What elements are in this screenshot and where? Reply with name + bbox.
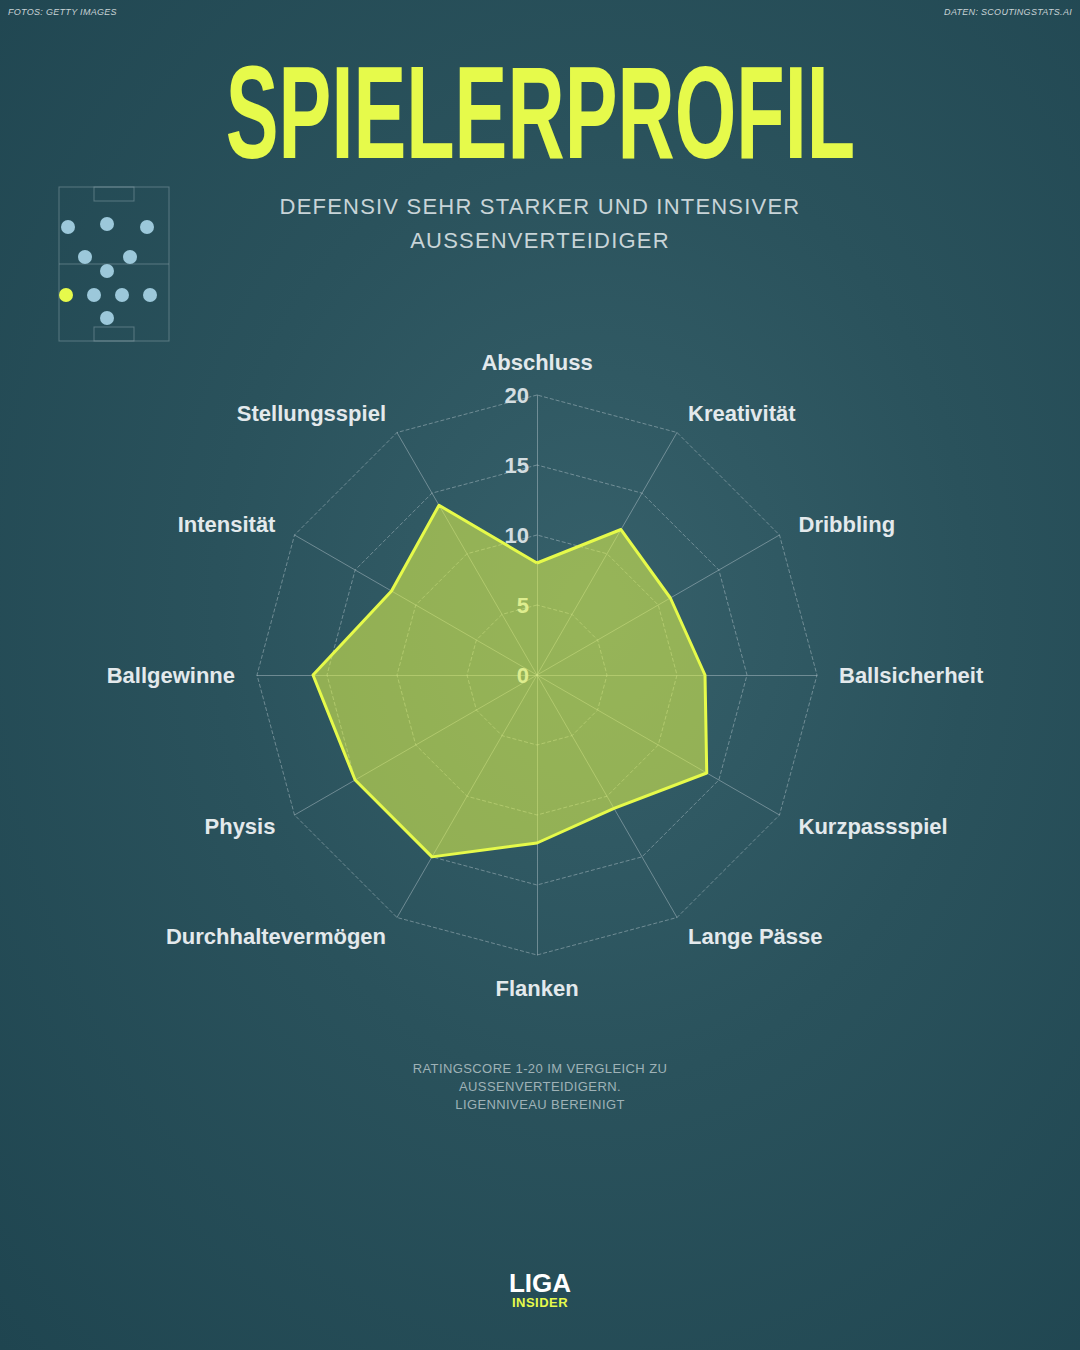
svg-text:Physis: Physis [205, 814, 276, 839]
svg-text:Lange Pässe: Lange Pässe [688, 924, 823, 949]
svg-text:Stellungsspiel: Stellungsspiel [237, 401, 386, 426]
svg-text:Dribbling: Dribbling [799, 512, 896, 537]
html-text:FOTOS: GETTY IMAGES: FOTOS: GETTY IMAGES [8, 7, 117, 17]
svg-text:Intensität: Intensität [178, 512, 276, 537]
html-text:DATEN: SCOUTINGSTATS.AI: DATEN: SCOUTINGSTATS.AI [944, 7, 1072, 17]
svg-text:20: 20 [505, 383, 529, 408]
html-text:RATINGSCORE 1-20 IM VERGLEICH: RATINGSCORE 1-20 IM VERGLEICH ZU [412, 1061, 668, 1076]
svg-text:Kreativität: Kreativität [688, 401, 796, 426]
svg-text:15: 15 [505, 453, 529, 478]
html-text:LIGA: LIGA [508, 1268, 571, 1298]
html-text:LIGENNIVEAU BEREINIGT: LIGENNIVEAU BEREINIGT [455, 1097, 625, 1112]
svg-text:Flanken: Flanken [495, 976, 578, 1001]
svg-text:Ballsicherheit: Ballsicherheit [839, 663, 984, 688]
svg-text:Ballgewinne: Ballgewinne [107, 663, 235, 688]
svg-text:10: 10 [505, 523, 529, 548]
svg-text:Abschluss: Abschluss [481, 350, 592, 375]
html-text:AUSSENVERTEIDIGER: AUSSENVERTEIDIGER [410, 228, 670, 253]
svg-text:Kurzpassspiel: Kurzpassspiel [799, 814, 948, 839]
svg-text:Durchhaltevermögen: Durchhaltevermögen [166, 924, 386, 949]
html-text:DEFENSIV SEHR STARKER UND INTE: DEFENSIV SEHR STARKER UND INTENSIVER [279, 194, 801, 219]
html-text:INSIDER: INSIDER [511, 1295, 569, 1310]
html-text:AUSSENVERTEIDIGERN.: AUSSENVERTEIDIGERN. [459, 1079, 621, 1094]
html-text:SPIELERPROFIL: SPIELERPROFIL [225, 39, 855, 186]
